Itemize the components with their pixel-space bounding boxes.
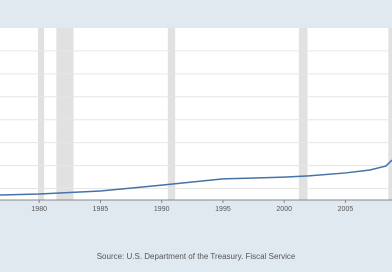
x-tick-label: 1995 [215,206,231,213]
recession-band [37,28,45,200]
x-tick-label: 2000 [276,206,292,213]
recession-band [56,28,74,200]
x-tick-label: 1985 [93,206,109,213]
x-tick-label: 1980 [31,206,47,213]
recession-band [388,28,392,200]
recession-band [167,28,176,200]
source-note: Source: U.S. Department of the Treasury.… [97,252,296,261]
x-tick-label: 1990 [154,206,170,213]
recession-band [298,28,308,200]
x-tick-label: 2005 [338,206,354,213]
data-line [0,159,392,196]
